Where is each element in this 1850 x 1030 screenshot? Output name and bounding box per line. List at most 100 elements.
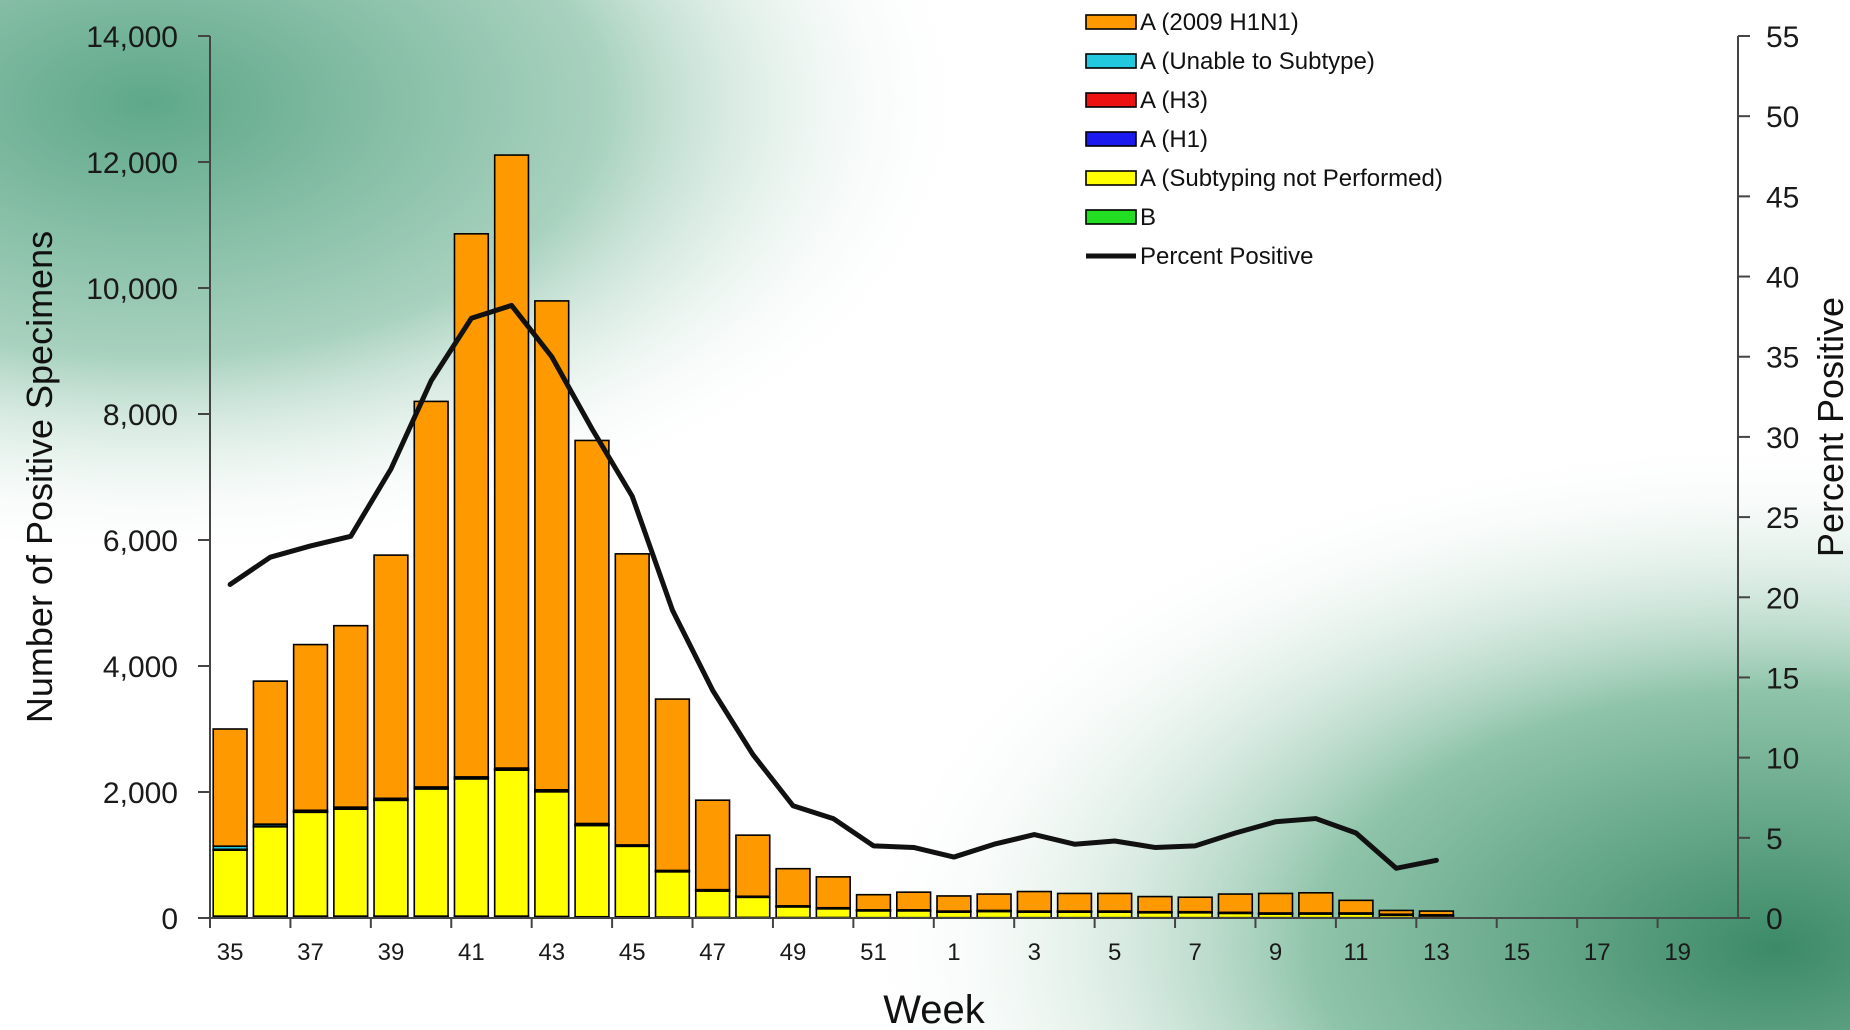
bar-segment — [735, 834, 771, 898]
bar-segment — [694, 890, 731, 919]
bar-segment — [212, 728, 248, 847]
y2-tick-label: 40 — [1766, 262, 1799, 295]
y2-tick-label: 25 — [1766, 502, 1799, 535]
x-tick-label: 41 — [458, 939, 485, 966]
bar-segment — [1217, 893, 1254, 914]
legend-swatch — [1085, 53, 1137, 69]
legend-swatch — [1085, 14, 1137, 30]
legend-label: A (Unable to Subtype) — [1140, 48, 1375, 75]
bar-segment — [895, 909, 932, 919]
bar-segment — [1056, 892, 1093, 912]
legend-label: A (H1) — [1140, 126, 1208, 153]
x-tick-label: 43 — [538, 939, 565, 966]
x-tick-label: 1 — [947, 939, 960, 966]
y-axis-title: Number of Positive Specimens — [19, 231, 60, 723]
x-tick-label: 49 — [780, 939, 807, 966]
bar-segment — [815, 907, 851, 919]
x-tick-label: 7 — [1188, 939, 1201, 966]
y-tick-label: 4,000 — [103, 651, 178, 684]
x-tick-label: 39 — [378, 939, 405, 966]
bar-segment — [654, 698, 691, 872]
bar-segment — [1257, 892, 1294, 914]
legend-swatch — [1085, 92, 1137, 108]
bar-segment — [574, 824, 610, 918]
bar-segment — [775, 905, 811, 919]
y2-tick-label: 10 — [1766, 743, 1799, 776]
bar-segment — [1016, 890, 1053, 912]
legend-swatch — [1085, 209, 1137, 225]
x-tick-label: 37 — [297, 939, 324, 966]
bar-segment — [815, 876, 851, 909]
legend-label: A (H3) — [1140, 87, 1208, 114]
bar-segment — [614, 553, 650, 846]
bar-segment — [855, 909, 892, 919]
y2-tick-label: 0 — [1766, 903, 1783, 936]
x-tick-label: 47 — [699, 939, 726, 966]
y-tick-label: 10,000 — [86, 273, 178, 306]
y2-tick-label: 5 — [1766, 823, 1783, 856]
axes-group: 0 2,000 4,000 6,000 8,000 10,000 12,000 14,000 0… — [19, 21, 1850, 1030]
y-tick-label: 6,000 — [103, 525, 178, 558]
bar-segment — [1177, 896, 1213, 913]
bar-segment — [292, 643, 329, 812]
bar-segment — [895, 891, 932, 911]
x-tick-label: 9 — [1269, 939, 1282, 966]
bar-segment — [333, 808, 369, 917]
x-tick-label: 15 — [1503, 939, 1530, 966]
bar-segment — [333, 624, 369, 808]
x-tick-label: 45 — [619, 939, 646, 966]
y2-tick-label: 20 — [1766, 582, 1799, 615]
bar-segment — [574, 439, 610, 825]
x-tick-label: 19 — [1664, 939, 1691, 966]
legend-label: A (Subtyping not Performed) — [1140, 165, 1443, 192]
bar-segment — [1298, 891, 1334, 914]
bar-segment — [694, 799, 731, 891]
x-axis-title: Week — [883, 988, 986, 1030]
bar-segment — [413, 400, 449, 788]
bar-segment — [1418, 910, 1455, 916]
legend-label: A (2009 H1N1) — [1140, 9, 1299, 36]
x-tick-label: 51 — [860, 939, 887, 966]
y-tick-label: 8,000 — [103, 399, 178, 432]
bar-segment — [654, 870, 691, 918]
y-tick-label: 2,000 — [103, 777, 178, 810]
legend-swatch — [1085, 170, 1137, 186]
x-tick-label: 5 — [1108, 939, 1121, 966]
bar-segment — [1097, 892, 1133, 912]
bar-segment — [614, 845, 650, 918]
y-tick-label: 12,000 — [86, 147, 178, 180]
y-tick-label: 0 — [161, 903, 178, 936]
y2-tick-label: 35 — [1766, 342, 1799, 375]
bar-segment — [1137, 895, 1173, 913]
y2-tick-label: 55 — [1766, 21, 1799, 54]
bar-segment — [1378, 909, 1414, 916]
y2-tick-label: 30 — [1766, 422, 1799, 455]
bar-segment — [534, 790, 570, 918]
x-tick-label: 35 — [217, 939, 244, 966]
x-tick-label: 17 — [1584, 939, 1611, 966]
bar-segment — [413, 788, 449, 917]
bar-segment — [453, 777, 490, 917]
percent-positive-line — [227, 302, 1439, 871]
bar-segment — [1338, 899, 1374, 914]
bar-segment — [212, 849, 248, 917]
y2-tick-label: 45 — [1766, 181, 1799, 214]
bar-segment — [534, 300, 570, 791]
x-tick-label: 13 — [1423, 939, 1450, 966]
bar-segment — [373, 799, 409, 917]
y-tick-label: 14,000 — [86, 21, 178, 54]
y2-axis-title: Percent Positive — [1810, 297, 1850, 557]
bar-segment — [252, 825, 289, 917]
bar-segment — [735, 896, 771, 919]
bar-segment — [453, 233, 490, 778]
bar-segment — [976, 893, 1012, 912]
legend: A (2009 H1N1) A (Unable to Subtype) A (H3)… — [1085, 9, 1443, 270]
y2-tick-label: 15 — [1766, 662, 1799, 695]
bar-segment — [252, 680, 289, 825]
legend-label: B — [1140, 204, 1156, 231]
bar-segment — [493, 154, 530, 769]
legend-swatch — [1085, 131, 1137, 147]
legend-label: Percent Positive — [1140, 243, 1313, 270]
